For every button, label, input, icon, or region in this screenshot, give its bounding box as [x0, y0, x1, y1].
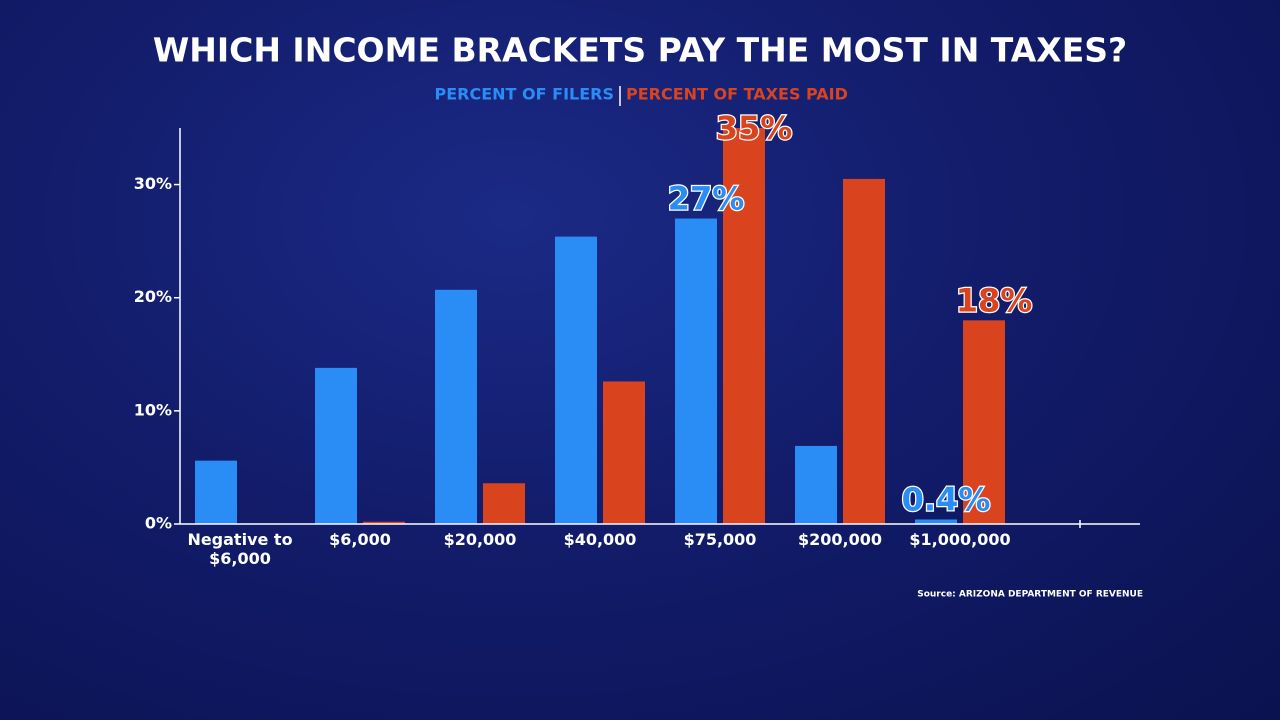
x-tick-label: $75,000 — [683, 530, 757, 549]
legend-entry: PERCENT OF FILERS — [435, 85, 614, 104]
bar — [483, 483, 525, 524]
bar — [435, 289, 477, 524]
chart-title: WHICH INCOME BRACKETS PAY THE MOST IN TA… — [153, 31, 1127, 70]
x-tick-label: $1,000,000 — [909, 530, 1011, 549]
x-tick-label: $200,000 — [797, 530, 882, 549]
x-tick-label: $6,000 — [329, 530, 391, 549]
bar — [795, 445, 837, 524]
bar — [723, 128, 765, 524]
bar — [603, 381, 645, 524]
y-tick-label: 20% — [134, 287, 172, 306]
legend-entry: PERCENT OF TAXES PAID — [626, 85, 848, 104]
bar — [963, 320, 1005, 524]
value-label: 0.4% — [902, 480, 991, 518]
bar — [915, 519, 957, 524]
bar — [195, 460, 237, 524]
bar — [315, 367, 357, 524]
y-tick-label: 30% — [134, 174, 172, 193]
bar — [843, 178, 885, 524]
x-tick-label: Negative to $6,000 — [187, 530, 293, 568]
value-label: 18% — [956, 281, 1033, 319]
y-tick-label: 10% — [134, 400, 172, 419]
bar — [363, 521, 405, 524]
bar — [555, 236, 597, 525]
value-label: 27% — [668, 180, 745, 218]
x-tick-label: $20,000 — [443, 530, 517, 549]
y-tick-label: 0% — [145, 514, 172, 533]
source: Source: ARIZONA DEPARTMENT OF REVENUE — [917, 590, 1143, 600]
value-label: 35% — [716, 109, 793, 147]
x-tick-label: $40,000 — [563, 530, 637, 549]
bar — [675, 218, 717, 524]
